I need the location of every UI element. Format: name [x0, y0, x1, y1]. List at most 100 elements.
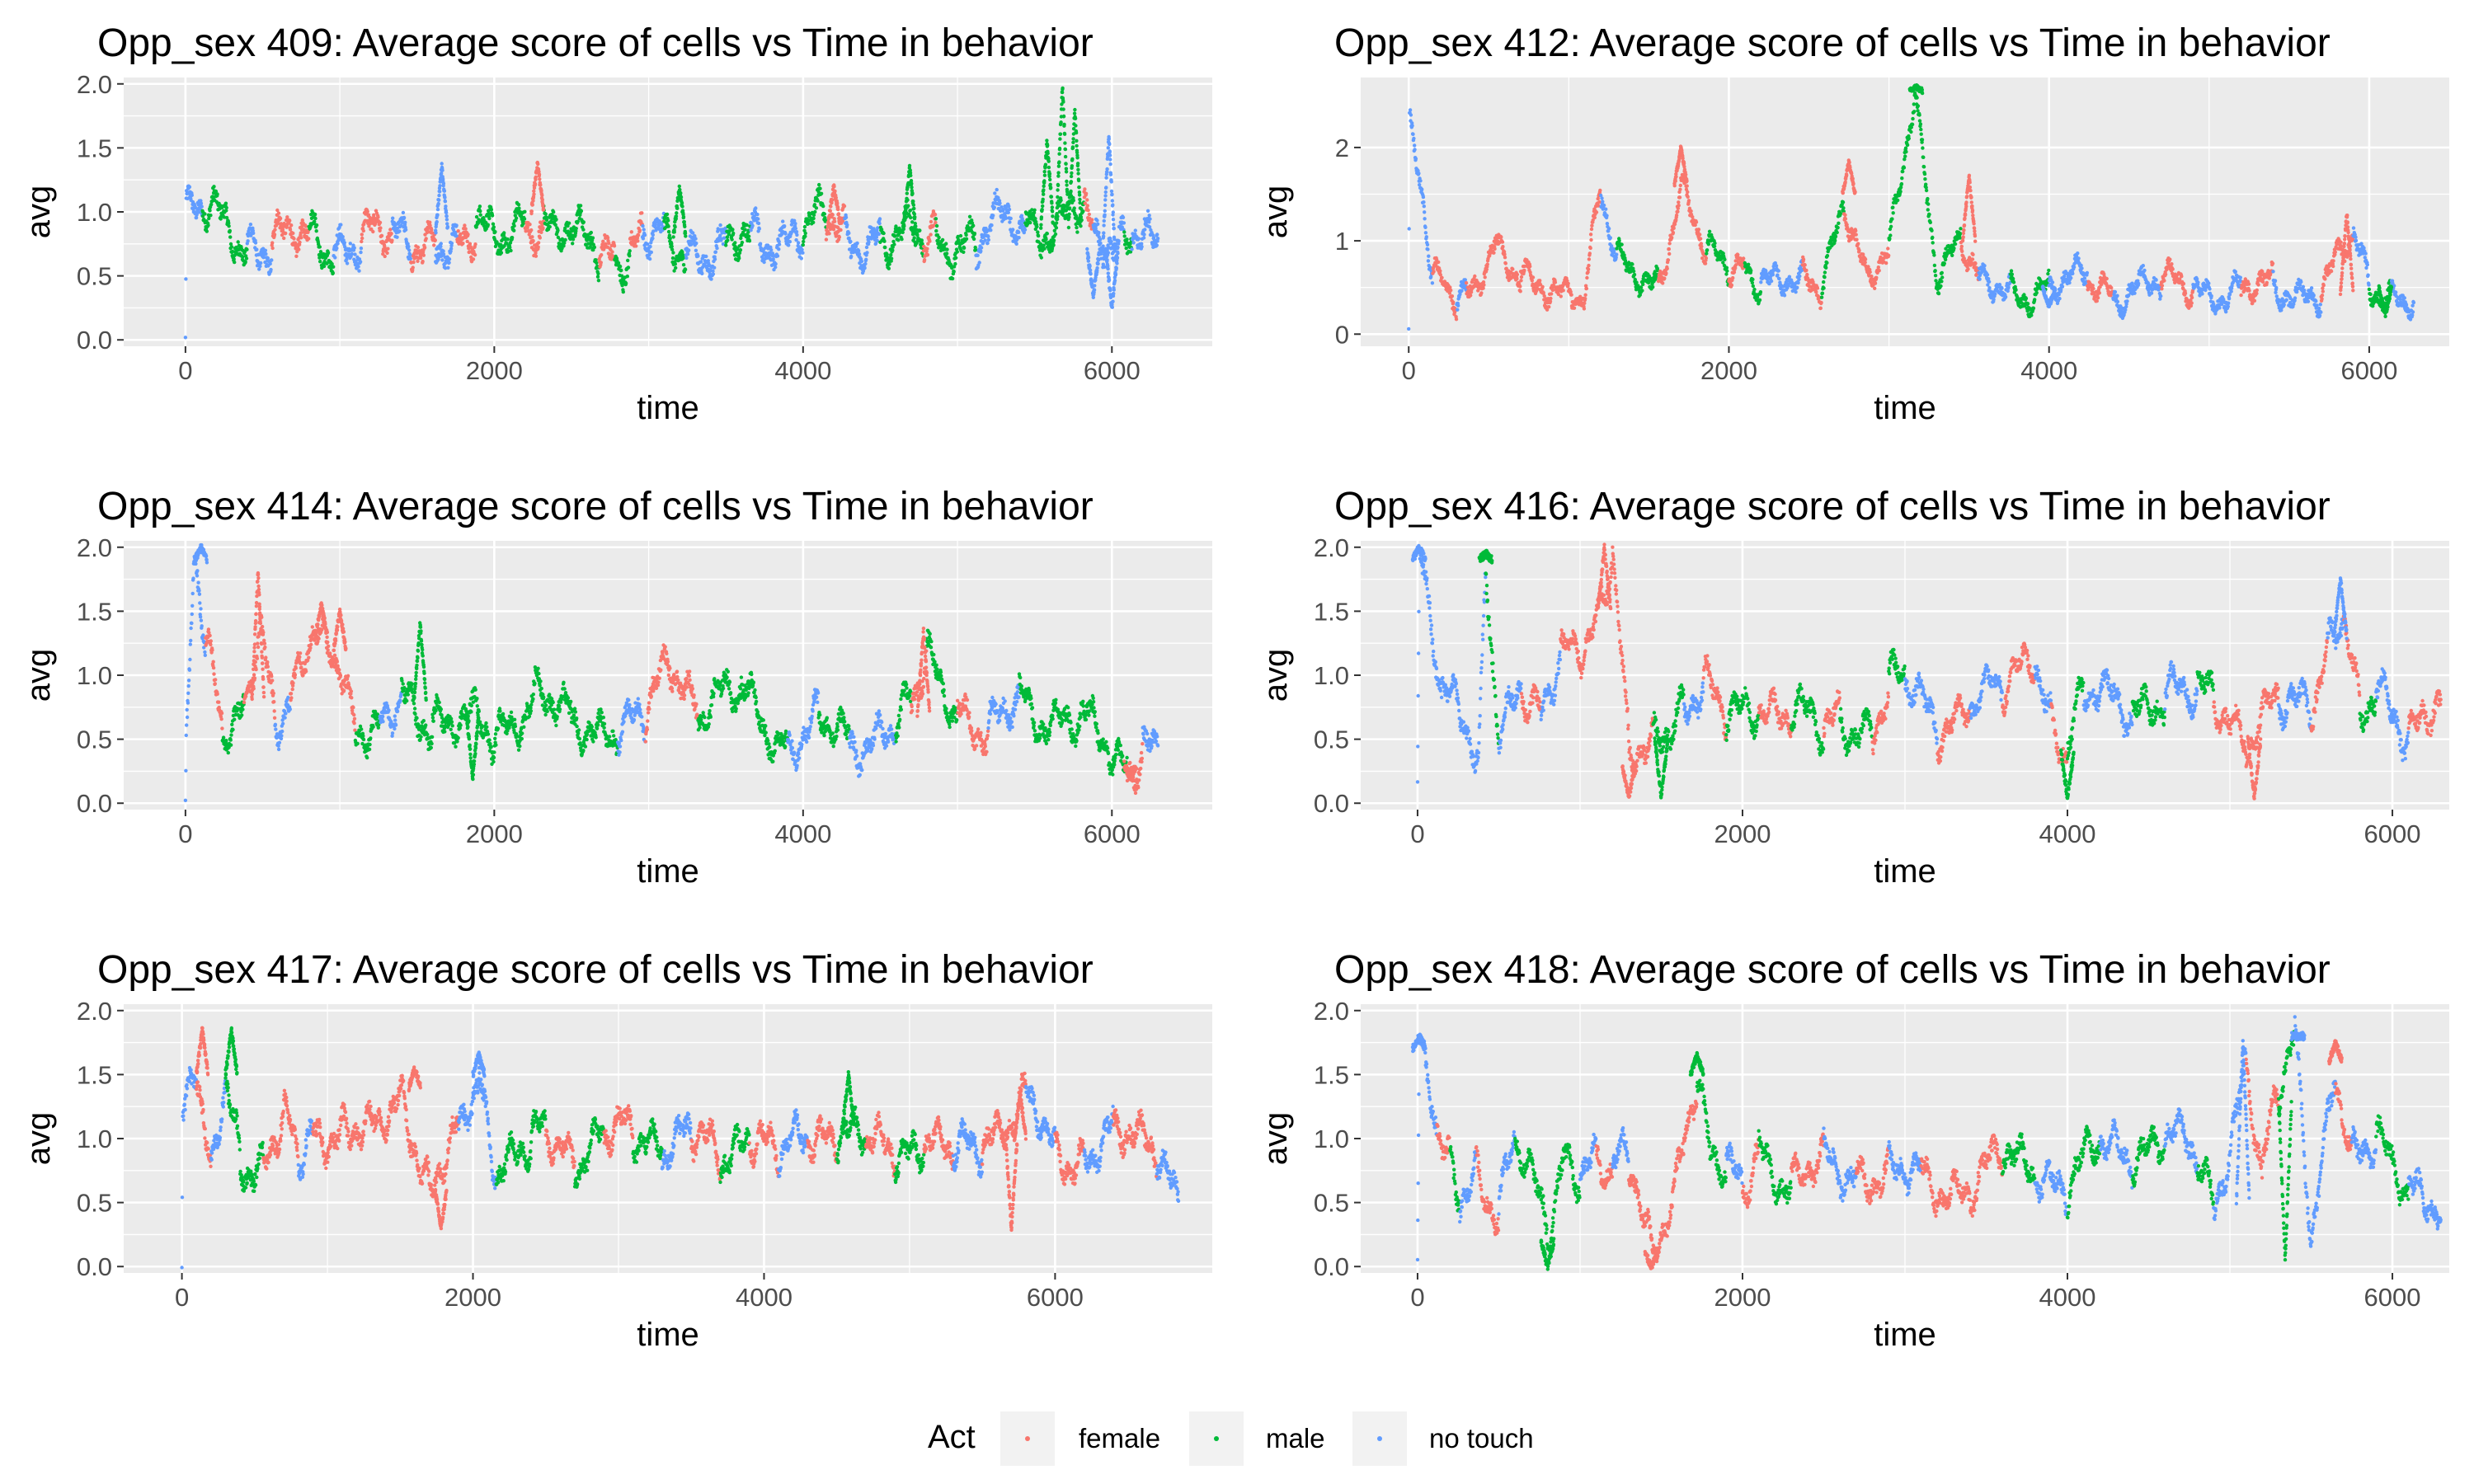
data-point [1873, 281, 1878, 285]
data-point [441, 249, 445, 253]
data-point [1036, 233, 1041, 238]
data-point [372, 213, 376, 217]
data-point [1068, 200, 1072, 204]
data-point [1456, 303, 1460, 308]
data-point [864, 245, 869, 250]
data-point [232, 257, 236, 261]
data-point [1085, 198, 1089, 202]
y-tick-label: 0.5 [77, 262, 112, 291]
data-point [1587, 257, 1592, 261]
data-point [682, 219, 686, 224]
data-point [356, 265, 360, 269]
data-point [653, 222, 657, 227]
data-point [1117, 239, 1121, 243]
data-point [428, 220, 432, 224]
data-point [1427, 254, 1431, 258]
data-point [1678, 183, 1683, 188]
data-point [1097, 231, 1101, 235]
data-point [1062, 122, 1066, 127]
data-point [1449, 288, 1453, 293]
data-point [1051, 221, 1056, 225]
data-point [477, 204, 482, 209]
y-tick-label: 2 [1335, 134, 1349, 162]
data-point [1075, 230, 1079, 234]
data-point [672, 230, 676, 234]
data-point [1077, 193, 1082, 197]
data-point [514, 216, 519, 220]
data-point [1033, 217, 1037, 221]
data-point [713, 250, 717, 254]
data-point [1083, 201, 1088, 205]
data-point [989, 228, 993, 232]
data-point [289, 223, 294, 228]
data-point [330, 261, 334, 266]
data-point [731, 228, 735, 232]
data-point [339, 223, 343, 227]
data-point [1528, 264, 1532, 269]
data-point [1056, 174, 1061, 178]
data-point [358, 260, 363, 264]
data-point [1098, 237, 1103, 242]
data-point [1104, 176, 1108, 180]
data-point [929, 219, 934, 224]
data-point [463, 227, 468, 231]
data-point [301, 228, 306, 232]
data-point [887, 262, 891, 266]
data-point [612, 244, 617, 248]
y-axis-label: avg [21, 186, 57, 239]
data-point [737, 256, 741, 261]
data-point [291, 231, 295, 236]
data-point [1007, 207, 1012, 212]
data-point [918, 228, 922, 232]
data-point [857, 249, 861, 253]
data-point [432, 243, 436, 247]
data-point [1819, 295, 1824, 299]
data-point [893, 234, 897, 238]
data-point [443, 195, 447, 200]
data-point [385, 251, 389, 256]
data-point [1048, 182, 1052, 186]
data-point [1801, 257, 1806, 261]
data-point [303, 224, 308, 228]
data-point [1503, 256, 1507, 260]
data-point [1055, 217, 1060, 222]
data-point [379, 233, 384, 238]
data-point [454, 230, 458, 235]
data-point [359, 250, 363, 255]
data-point [723, 226, 727, 231]
data-point [184, 277, 188, 281]
data-point [1540, 284, 1545, 289]
data-point [694, 237, 698, 241]
data-point [926, 242, 930, 246]
data-point [1050, 201, 1054, 205]
data-point [411, 265, 415, 270]
data-point [651, 229, 656, 233]
data-point [436, 201, 440, 206]
data-point [314, 223, 319, 228]
data-point [1109, 239, 1113, 244]
data-point [1019, 214, 1024, 218]
data-point [621, 289, 625, 294]
data-point [1556, 292, 1561, 297]
data-point [713, 265, 717, 270]
data-point [227, 224, 231, 228]
data-point [962, 250, 966, 254]
data-point [196, 210, 201, 214]
data-point [1058, 132, 1063, 136]
data-point [727, 232, 731, 237]
data-point [1773, 261, 1777, 265]
data-point [641, 237, 646, 241]
data-point [901, 230, 905, 234]
data-point [863, 265, 867, 270]
data-point [443, 266, 448, 270]
y-tick-label: 1.5 [77, 134, 112, 162]
data-point [1448, 285, 1452, 289]
data-point [822, 212, 826, 216]
data-point [268, 261, 272, 266]
data-point [607, 241, 611, 246]
data-point [468, 242, 473, 246]
data-point [1522, 268, 1526, 273]
data-point [506, 237, 510, 242]
data-point [1147, 225, 1152, 229]
data-point [794, 237, 798, 242]
